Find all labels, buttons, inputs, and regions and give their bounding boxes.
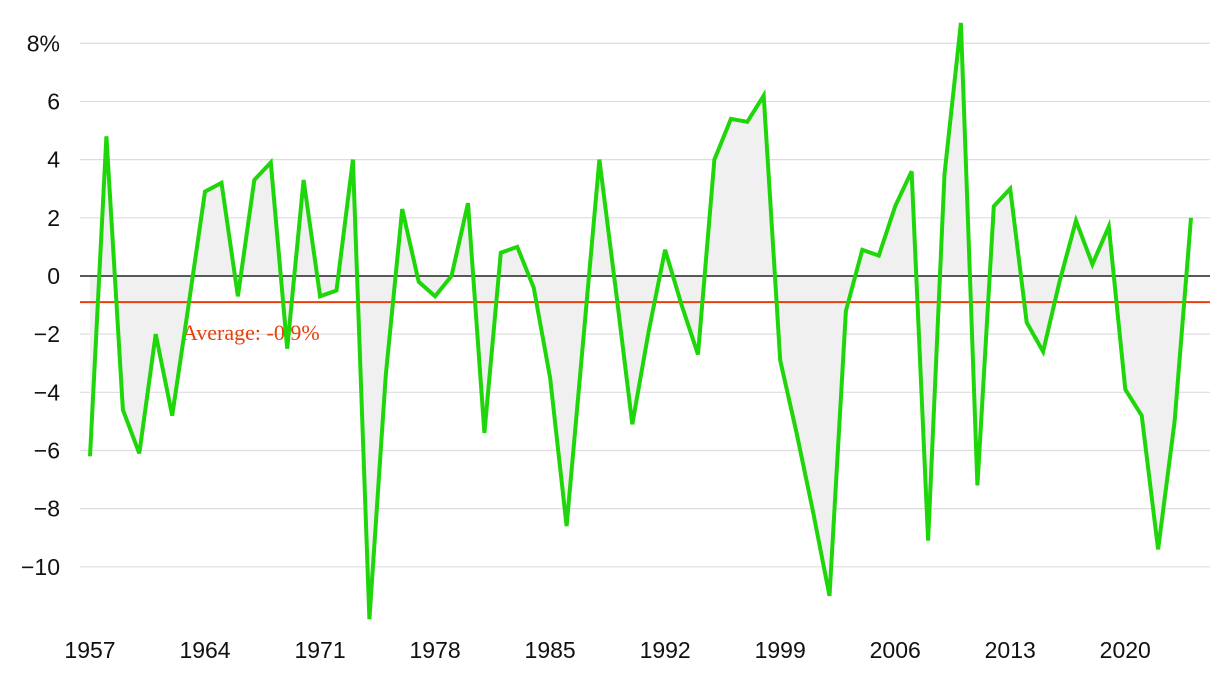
x-tick-label: 1957 — [64, 637, 115, 663]
x-tick-label: 1999 — [755, 637, 806, 663]
y-tick-label: 2 — [47, 205, 60, 231]
line — [88, 22, 1193, 620]
y-tick-label: 8% — [27, 30, 60, 56]
x-tick-label: 2013 — [985, 637, 1036, 663]
y-tick-label: 4 — [47, 147, 60, 173]
y-tick-label: −6 — [34, 438, 60, 464]
x-tick-label: 1964 — [179, 637, 230, 663]
x-tick-label: 1971 — [294, 637, 345, 663]
y-tick-label: −10 — [21, 554, 60, 580]
y-tick-label: −2 — [34, 321, 60, 347]
x-tick-label: 1985 — [525, 637, 576, 663]
x-tick-label: 2006 — [870, 637, 921, 663]
x-tick-label: 1992 — [640, 637, 691, 663]
x-tick-label: 2020 — [1100, 637, 1151, 663]
x-tick-label: 1978 — [410, 637, 461, 663]
y-tick-label: 6 — [47, 89, 60, 115]
y-tick-label: −4 — [34, 379, 60, 405]
y-tick-label: −8 — [34, 496, 60, 522]
average-label: Average: -0.9% — [182, 320, 320, 345]
y-tick-label: 0 — [47, 263, 60, 289]
